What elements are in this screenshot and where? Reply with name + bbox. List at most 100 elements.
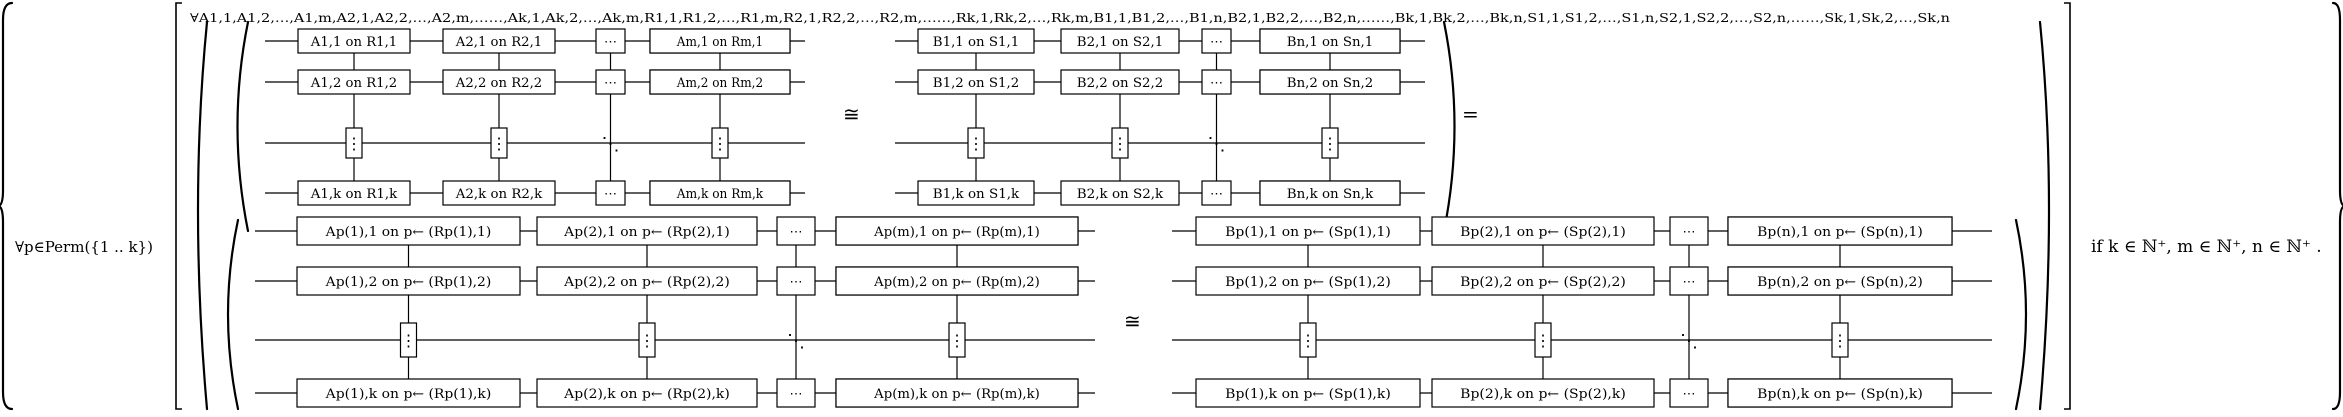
morphism-label: Bp(n),2 on p← (Sp(n),2)	[1757, 275, 1923, 290]
vertical-ellipsis-box	[1831, 322, 1849, 358]
forall-variables-label: ∀A1,1,A1,2,…,A1,m,A2,1,A2,2,…,A2,m,……,Ak…	[190, 11, 1950, 25]
vertical-ellipsis-box	[711, 127, 729, 159]
morphism-label: B2,1 on S2,1	[1077, 35, 1163, 50]
morphism-box	[536, 378, 758, 408]
morphism-box	[835, 216, 1079, 246]
vertical-ellipsis-box	[399, 322, 418, 358]
vertical-ellipsis: ⋮	[1832, 331, 1848, 350]
morphism-box	[536, 216, 758, 246]
morphism-label: Ap(1),1 on p← (Rp(1),1)	[325, 225, 492, 240]
iso-symbol-bottom: ≅	[1124, 309, 1141, 333]
morphism-box	[1727, 266, 1953, 296]
vertical-ellipsis-box	[967, 127, 985, 159]
horizontal-ellipsis-box	[776, 378, 816, 408]
vertical-ellipsis-box	[345, 127, 363, 159]
vertical-ellipsis-box	[1321, 127, 1339, 159]
morphism-label: B2,k on S2,k	[1077, 187, 1164, 202]
bottom-left-diagram: Ap(1),1 on p← (Rp(1),1) Ap(2),1 on p← (Rp…	[255, 216, 1095, 408]
horizontal-ellipsis-box	[595, 180, 626, 206]
horizontal-ellipsis-box	[1669, 216, 1709, 246]
morphism-label: Bp(1),2 on p← (Sp(1),2)	[1225, 275, 1391, 290]
morphism-box	[536, 266, 758, 296]
morphism-box	[1060, 180, 1180, 206]
iso-symbol-top: ≅	[843, 102, 860, 126]
morphism-box	[1431, 266, 1655, 296]
horizontal-ellipsis-box	[1201, 69, 1232, 95]
horizontal-ellipsis: ⋯	[790, 225, 803, 240]
horizontal-ellipsis: ⋯	[1683, 275, 1696, 290]
morphism-box	[917, 28, 1035, 54]
group-right-paren	[2038, 20, 2051, 411]
morphism-box	[1727, 378, 1953, 408]
morphism-label: Bn,2 on Sn,2	[1287, 76, 1373, 91]
morphism-label: A2,k on R2,k	[455, 187, 543, 202]
morphism-box	[1060, 69, 1180, 95]
morphism-label: A2,1 on R2,1	[455, 35, 542, 50]
morphism-box	[442, 69, 556, 95]
vertical-ellipsis: ⋮	[1535, 331, 1551, 350]
morphism-label: Ap(2),2 on p← (Rp(2),2)	[563, 275, 730, 290]
outer-right-brace	[2331, 1, 2343, 411]
morphism-label: A1,1 on R1,1	[310, 35, 397, 50]
morphism-label: A2,2 on R2,2	[455, 76, 542, 91]
vertical-ellipsis-box	[638, 322, 656, 358]
morphism-box	[1195, 266, 1421, 296]
horizontal-ellipsis: ⋯	[1683, 225, 1696, 240]
diagonal-ellipsis: ⋱	[602, 134, 620, 155]
group-left-paren	[196, 20, 209, 411]
morphism-box	[1195, 216, 1421, 246]
horizontal-ellipsis-box	[1201, 28, 1232, 54]
horizontal-ellipsis-box	[776, 216, 816, 246]
morphism-box	[835, 378, 1079, 408]
morphism-box	[649, 180, 791, 206]
horizontal-ellipsis-box	[595, 69, 626, 95]
morphism-box	[835, 266, 1079, 296]
morphism-box	[649, 28, 791, 54]
morphism-box	[297, 180, 411, 206]
vertical-ellipsis: ⋮	[968, 134, 984, 153]
morphism-label: Ap(1),2 on p← (Rp(1),2)	[325, 275, 492, 290]
morphism-box	[917, 69, 1035, 95]
morphism-label: Bp(2),2 on p← (Sp(2),2)	[1460, 275, 1626, 290]
vertical-ellipsis: ⋮	[1112, 134, 1128, 153]
forall-perm-label: ∀p∈Perm({1 .. k})	[15, 238, 153, 256]
morphism-label: Bp(2),k on p← (Sp(2),k)	[1460, 387, 1626, 402]
morphism-label: B2,2 on S2,2	[1077, 76, 1163, 91]
equals-symbol: =	[1462, 102, 1479, 126]
morphism-label: B1,k on S1,k	[933, 187, 1020, 202]
bottom-right-diagram: Bp(1),1 on p← (Sp(1),1) Bp(2),1 on p← (Sp…	[1172, 216, 1992, 408]
horizontal-ellipsis-box	[776, 266, 816, 296]
morphism-box	[297, 28, 411, 54]
horizontal-ellipsis: ⋯	[604, 76, 617, 91]
morphism-box	[1195, 378, 1421, 408]
vertical-ellipsis-box	[490, 127, 508, 159]
diagonal-ellipsis: ⋱	[1680, 331, 1698, 352]
morphism-label: Ap(m),2 on p← (Rp(m),2)	[873, 275, 1040, 290]
morphism-label: Ap(2),1 on p← (Rp(2),1)	[563, 225, 730, 240]
diagonal-ellipsis: ⋱	[787, 331, 805, 352]
horizontal-ellipsis: ⋯	[1210, 35, 1223, 50]
morphism-box	[297, 69, 411, 95]
diagonal-ellipsis: ⋱	[1208, 134, 1226, 155]
top-right-diagram: B1,1 on S1,1 B2,1 on S2,1 ⋯ Bn,1 on Sn,1 B1,…	[895, 28, 1425, 206]
morphism-box	[296, 216, 521, 246]
morphism-label: Bn,k on Sn,k	[1287, 187, 1374, 202]
horizontal-ellipsis-box	[1669, 266, 1709, 296]
vertical-ellipsis: ⋮	[1322, 134, 1338, 153]
vertical-ellipsis-box	[1299, 322, 1317, 358]
outer-left-brace	[0, 1, 14, 411]
vertical-ellipsis: ⋮	[346, 134, 362, 153]
vertical-ellipsis: ⋮	[639, 331, 655, 350]
vertical-ellipsis: ⋮	[1300, 331, 1316, 350]
horizontal-ellipsis: ⋯	[790, 387, 803, 402]
morphism-label: Ap(1),k on p← (Rp(1),k)	[325, 387, 492, 402]
horizontal-ellipsis-box	[1201, 180, 1232, 206]
morphism-box	[1431, 216, 1655, 246]
morphism-box	[917, 180, 1035, 206]
vertical-ellipsis: ⋮	[491, 134, 507, 153]
bottom-eq-right-paren	[2014, 218, 2028, 411]
morphism-label: Am,k on Rm,k	[676, 187, 763, 202]
morphism-label: Bp(1),k on p← (Sp(1),k)	[1225, 387, 1391, 402]
